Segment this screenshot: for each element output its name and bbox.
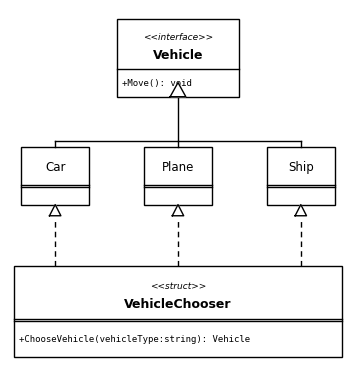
Text: +ChooseVehicle(vehicleType:string): Vehicle: +ChooseVehicle(vehicleType:string): Vehi… bbox=[19, 335, 250, 344]
Polygon shape bbox=[172, 205, 184, 216]
Text: <<struct>>: <<struct>> bbox=[150, 282, 206, 291]
Text: +Move(): void: +Move(): void bbox=[122, 78, 192, 87]
Polygon shape bbox=[170, 83, 186, 97]
Text: Ship: Ship bbox=[288, 161, 314, 174]
Bar bbox=[21, 147, 89, 205]
Polygon shape bbox=[49, 205, 61, 216]
Text: Plane: Plane bbox=[162, 161, 194, 174]
Text: <<interface>>: <<interface>> bbox=[143, 33, 213, 42]
Text: VehicleChooser: VehicleChooser bbox=[124, 298, 232, 311]
Bar bbox=[267, 147, 335, 205]
Bar bbox=[117, 19, 239, 97]
Text: Vehicle: Vehicle bbox=[153, 49, 203, 62]
Polygon shape bbox=[295, 205, 307, 216]
Text: Car: Car bbox=[45, 161, 66, 174]
Bar bbox=[14, 266, 342, 357]
Bar bbox=[144, 147, 212, 205]
